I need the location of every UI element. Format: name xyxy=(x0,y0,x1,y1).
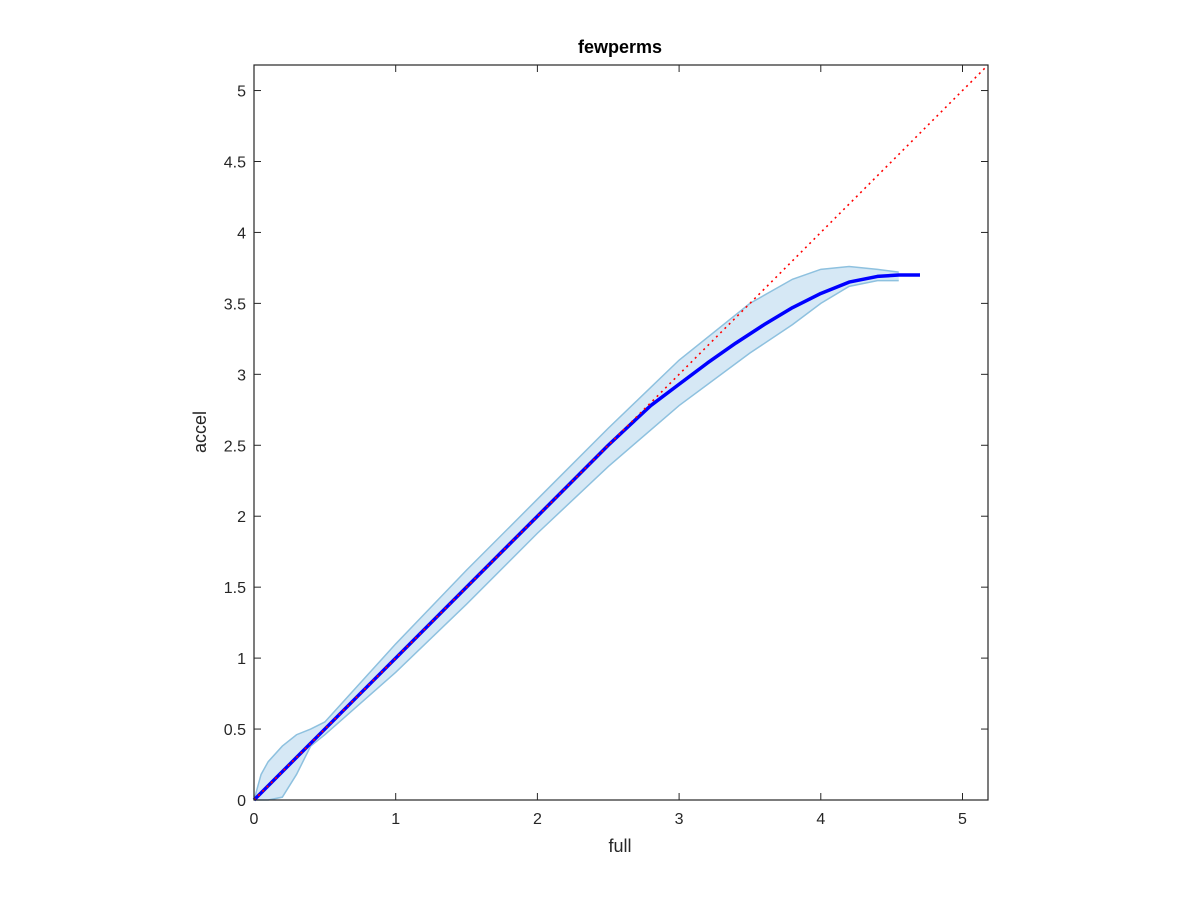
mean-line xyxy=(252,273,920,802)
line-layer xyxy=(252,64,989,802)
reference-diagonal-line xyxy=(253,64,989,801)
confidence-band xyxy=(254,266,899,801)
x-tick-label: 5 xyxy=(958,811,967,828)
axes-layer: 0 1 2 3 4 5 0 0.5 1 1.5 2 2.5 3 3.5 4 4.5 5 xyxy=(224,64,989,828)
y-tick-label: 4 xyxy=(237,225,246,242)
y-tick-label: 3 xyxy=(237,367,246,384)
y-axis-label: accel xyxy=(190,411,210,453)
y-tick-label: 3.5 xyxy=(224,296,246,313)
y-tick-label: 0 xyxy=(237,793,246,810)
chart-title: fewperms xyxy=(578,37,662,57)
band-upper-edge xyxy=(253,265,899,801)
x-tick-label: 1 xyxy=(391,811,400,828)
confidence-band-layer xyxy=(253,265,899,801)
x-tick-label: 2 xyxy=(533,811,542,828)
y-tick-label: 1 xyxy=(237,651,246,668)
label-layer: fewperms full accel xyxy=(190,37,662,856)
y-tick-label: 0.5 xyxy=(224,722,246,739)
plot-frame xyxy=(253,64,989,801)
x-tick-label: 0 xyxy=(250,811,259,828)
x-tick-label: 3 xyxy=(675,811,684,828)
y-tick-label: 1.5 xyxy=(224,580,246,597)
y-tick-label: 4.5 xyxy=(224,154,246,171)
band-lower-edge xyxy=(254,279,899,801)
x-tick-label: 4 xyxy=(816,811,825,828)
y-tick-label: 2.5 xyxy=(224,438,246,455)
y-tick-label: 2 xyxy=(237,509,246,526)
y-tick-label: 5 xyxy=(237,84,246,101)
x-axis-label: full xyxy=(608,836,631,856)
